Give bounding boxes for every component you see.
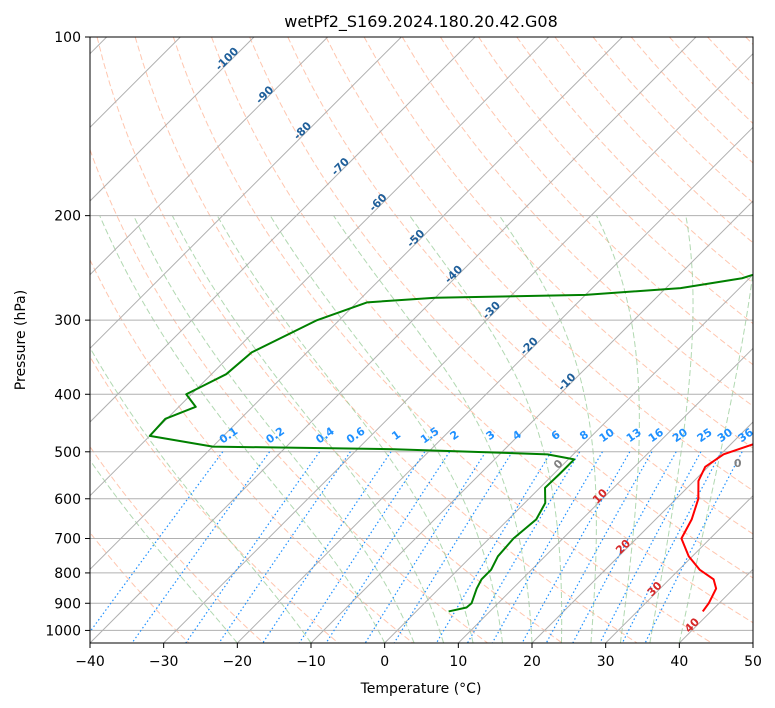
isotherm-line	[531, 421, 753, 643]
x-tick-label: 20	[523, 654, 541, 670]
y-tick-label: 800	[54, 566, 81, 582]
mixing-ratio-line	[435, 451, 552, 643]
dry-adiabat-line	[287, 37, 753, 535]
dry-adiabat-line	[401, 37, 753, 407]
mixing-ratio-line	[218, 451, 351, 643]
chart-title: wetPf2_S169.2024.180.20.42.G08	[284, 12, 558, 32]
dry-adiabat-line	[90, 355, 339, 643]
mixing-ratio-label: 36	[736, 425, 756, 445]
moist-adiabat-line	[216, 215, 474, 643]
x-tick-label: −30	[149, 654, 179, 670]
mixing-ratio-line	[599, 451, 702, 643]
mixing-ratio-line	[644, 451, 743, 643]
x-tick-label: 50	[744, 654, 762, 670]
temperature-profile-line	[680, 443, 753, 613]
dry-adiabat-line	[96, 37, 563, 643]
isotherm-line	[90, 37, 697, 643]
dry-adiabat-line	[134, 37, 638, 643]
parcel-marker-label: 0	[734, 457, 742, 470]
y-tick-label: 1000	[45, 623, 81, 639]
x-tick-label: −20	[223, 654, 253, 670]
isotherm-line	[90, 37, 329, 276]
mixing-ratio-line	[298, 451, 426, 643]
x-axis-label: Temperature (°C)	[360, 681, 482, 697]
isotherm-line	[236, 126, 753, 643]
isotherm-line	[384, 273, 753, 643]
dry-adiabat-line	[90, 148, 488, 643]
y-tick-label: 500	[54, 445, 81, 461]
dry-adiabat-line	[211, 37, 753, 624]
moist-adiabat-line	[133, 215, 415, 643]
moist-adiabat-line	[409, 215, 563, 643]
mixing-ratio-line	[572, 451, 677, 643]
y-tick-label: 300	[54, 313, 81, 329]
isotherm-line	[90, 37, 623, 571]
moist-adiabat-line	[171, 215, 445, 643]
dry-adiabat-line	[363, 37, 753, 449]
x-tick-label: −10	[296, 654, 326, 670]
moist-adiabat-line	[678, 268, 753, 643]
moist-adiabat-line	[596, 215, 640, 643]
dry-adiabat-line	[325, 37, 753, 492]
x-tick-label: 10	[449, 654, 467, 670]
mixing-ratio-line	[90, 451, 224, 633]
isotherm-line	[310, 200, 753, 643]
data-layer	[148, 273, 753, 613]
dry-adiabat-line	[90, 445, 264, 643]
y-tick-label: 400	[54, 387, 81, 403]
dry-adiabat-line	[249, 37, 753, 579]
mixing-ratio-line	[393, 451, 513, 643]
isotherm-line	[90, 37, 476, 423]
mixing-ratio-line	[262, 451, 392, 643]
moist-adiabat-line	[498, 215, 597, 643]
mixing-ratio-line	[185, 451, 321, 643]
y-tick-label: 600	[54, 492, 81, 508]
y-axis-label: Pressure (hPa)	[13, 290, 29, 390]
mixing-ratio-line	[545, 451, 653, 643]
y-tick-label: 700	[54, 532, 81, 548]
moist-adiabat-line	[90, 346, 312, 643]
moist-adiabat-line	[649, 215, 694, 643]
isotherm-line	[457, 347, 753, 643]
x-tick-label: 40	[670, 654, 688, 670]
y-tick-label: 100	[54, 30, 81, 46]
y-tick-label: 900	[54, 596, 81, 612]
isotherm-line	[163, 52, 753, 643]
isotherm-line	[605, 494, 753, 643]
x-tick-label: −40	[75, 654, 105, 670]
mixing-ratio-line	[521, 451, 631, 643]
moist-adiabat-line	[90, 459, 238, 643]
x-tick-label: 0	[380, 654, 389, 670]
y-tick-label: 200	[54, 209, 81, 225]
moist-adiabat-line	[269, 215, 504, 643]
isotherm-line	[90, 37, 402, 350]
dewpoint-profile-line	[148, 273, 753, 613]
x-tick-label: 30	[597, 654, 615, 670]
isotherm-line	[90, 37, 550, 497]
moist-adiabat-line	[333, 215, 533, 643]
axis-layer: −40 −30 −20 −10 0 10 20 30 40 50 100 200 300 400 500 60…	[45, 30, 762, 670]
isotherm-line	[90, 37, 255, 202]
plot-frame	[89, 36, 754, 644]
grid-layer	[90, 37, 753, 643]
